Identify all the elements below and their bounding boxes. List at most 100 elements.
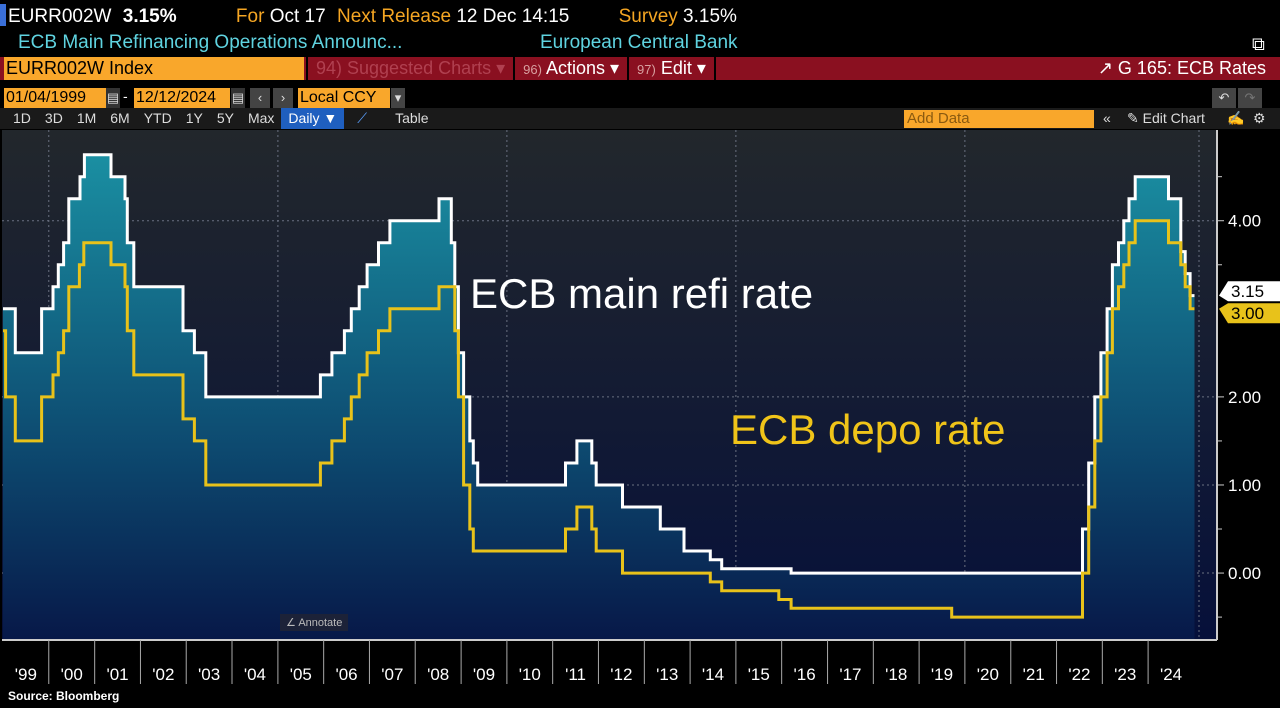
x-tick-label: '21	[1023, 665, 1045, 684]
start-date-input[interactable]: 01/04/1999	[4, 88, 106, 108]
edit-chart-label: Edit Chart	[1142, 110, 1205, 126]
x-tick-label: '10	[519, 665, 541, 684]
security-field[interactable]: EURR002W Index	[4, 57, 304, 80]
actions-menu[interactable]: 96) Actions ▾	[513, 57, 627, 80]
x-tick-label: '16	[794, 665, 816, 684]
for-value: Oct 17	[269, 6, 326, 27]
x-tick-label: '22	[1068, 665, 1090, 684]
x-tick-label: '00	[61, 665, 83, 684]
actions-num: 96)	[523, 62, 542, 77]
prev-button[interactable]: ‹	[250, 88, 270, 108]
menu-bar	[0, 57, 1280, 80]
undo-icon[interactable]: ↶	[1212, 88, 1236, 108]
x-tick-label: '24	[1160, 665, 1182, 684]
x-tick-label: '09	[473, 665, 495, 684]
chart: 4.00 2.00 1.00 0.00 '99 '00 '01 '02 '03 '04 '05 '06…	[2, 130, 1280, 684]
x-tick-label: '02	[152, 665, 174, 684]
series-label-main-refi: ECB main refi rate	[470, 270, 814, 317]
last-value-text: 3.00	[1231, 304, 1264, 323]
x-tick-label: '18	[885, 665, 907, 684]
last-value-tag	[1219, 303, 1280, 324]
header-row: EURR002W 3.15% For Oct 17 Next Release 1…	[0, 4, 737, 28]
x-tick-label: '15	[748, 665, 770, 684]
x-tick-label: '04	[244, 665, 266, 684]
x-tick-label: '23	[1114, 665, 1136, 684]
current-value: 3.15%	[122, 6, 177, 27]
currency-select[interactable]: Local CCY	[298, 88, 390, 108]
x-tick-label: '11	[565, 665, 586, 684]
ticker: EURR002W	[8, 6, 112, 27]
edit-label: Edit	[660, 58, 692, 78]
range-1m[interactable]: 1M	[76, 110, 97, 126]
calendar-icon[interactable]: ▤	[106, 88, 120, 108]
launch-icon: ↗	[1097, 58, 1113, 78]
x-tick-label: '14	[702, 665, 724, 684]
ticker-marker	[0, 4, 6, 26]
last-value-label: 3.15	[1219, 281, 1280, 302]
actions-label: Actions	[545, 58, 605, 78]
annotate-tool-icon[interactable]: ✍	[1227, 110, 1245, 126]
date-separator: -	[123, 88, 128, 104]
collapse-icon[interactable]: «	[1103, 110, 1111, 126]
settings-icon[interactable]: ⚙	[1253, 110, 1266, 126]
last-value-label: 3.00	[1219, 303, 1280, 324]
frequency-select[interactable]: Daily ▼	[281, 108, 345, 129]
x-tick-label: '19	[931, 665, 953, 684]
survey-label: Survey	[618, 6, 678, 27]
description: ECB Main Refinancing Operations Announc.…	[18, 32, 403, 53]
table-button[interactable]: Table	[395, 110, 429, 126]
next-release-label: Next Release	[336, 6, 452, 27]
x-tick-label: '07	[381, 665, 403, 684]
x-tick-label: '99	[15, 665, 37, 684]
for-label: For	[235, 6, 265, 27]
chart-title[interactable]: ↗ G 165: ECB Rates	[1098, 57, 1266, 80]
x-tick-label: '17	[839, 665, 861, 684]
chart-title-label: G 165: ECB Rates	[1117, 58, 1266, 78]
x-tick-label: '08	[427, 665, 449, 684]
range-1y[interactable]: 1Y	[185, 110, 203, 126]
range-ytd[interactable]: YTD	[143, 110, 172, 126]
series-line	[3, 219, 1195, 619]
x-tick-label: '06	[335, 665, 357, 684]
range-1d[interactable]: 1D	[13, 110, 31, 126]
y-tick-label: 1.00	[1228, 476, 1261, 495]
calendar-icon[interactable]: ▤	[231, 88, 245, 108]
annotate-label: Annotate	[298, 617, 343, 629]
survey-value: 3.15%	[683, 6, 737, 27]
add-data-input[interactable]: Add Data	[904, 110, 1094, 128]
x-tick-label: '01	[106, 665, 128, 684]
x-tick-label: '20	[977, 665, 999, 684]
end-date-input[interactable]: 12/12/2024	[134, 88, 230, 108]
area-fill	[3, 154, 1195, 640]
range-5y[interactable]: 5Y	[216, 110, 234, 126]
series-label-depo: ECB depo rate	[730, 406, 1006, 453]
pencil-icon: ✎	[1127, 110, 1139, 126]
next-button[interactable]: ›	[273, 88, 293, 108]
range-max[interactable]: Max	[247, 110, 275, 126]
range-buttons: 1D 3D 1M 6M YTD 1Y 5Y Max Daily ▼ ⟋ Tabl…	[6, 108, 436, 129]
annotate-button[interactable]: ∠ Annotate	[280, 614, 349, 631]
edit-num: 97)	[637, 62, 656, 77]
y-tick-label: 4.00	[1228, 212, 1261, 231]
x-tick-label: '05	[290, 665, 312, 684]
next-release-value: 12 Dec 14:15	[456, 6, 570, 27]
suggested-label: 94) Suggested Charts	[316, 58, 492, 78]
x-tick-label: '13	[656, 665, 678, 684]
source-org: European Central Bank	[540, 32, 738, 53]
edit-menu[interactable]: 97) Edit ▾	[627, 57, 716, 80]
last-value-tag	[1219, 281, 1280, 302]
popout-icon[interactable]: ⧉	[1252, 34, 1265, 54]
menu-group: 94) Suggested Charts ▾ 96) Actions ▾ 97)…	[306, 57, 716, 80]
range-6m[interactable]: 6M	[110, 110, 130, 126]
redo-icon[interactable]: ↷	[1238, 88, 1262, 108]
y-tick-label: 2.00	[1228, 388, 1261, 407]
currency-dropdown-icon[interactable]: ▾	[391, 88, 405, 108]
x-tick-label: '03	[198, 665, 220, 684]
y-tick-label: 0.00	[1228, 564, 1261, 583]
source-note: Source: Bloomberg	[8, 689, 120, 703]
line-chart-icon[interactable]: ⟋	[357, 110, 368, 126]
range-3d[interactable]: 3D	[44, 110, 63, 126]
edit-chart-button[interactable]: ✎ Edit Chart	[1120, 108, 1212, 129]
suggested-charts-menu[interactable]: 94) Suggested Charts ▾	[306, 57, 513, 80]
last-value-text: 3.15	[1231, 282, 1264, 301]
